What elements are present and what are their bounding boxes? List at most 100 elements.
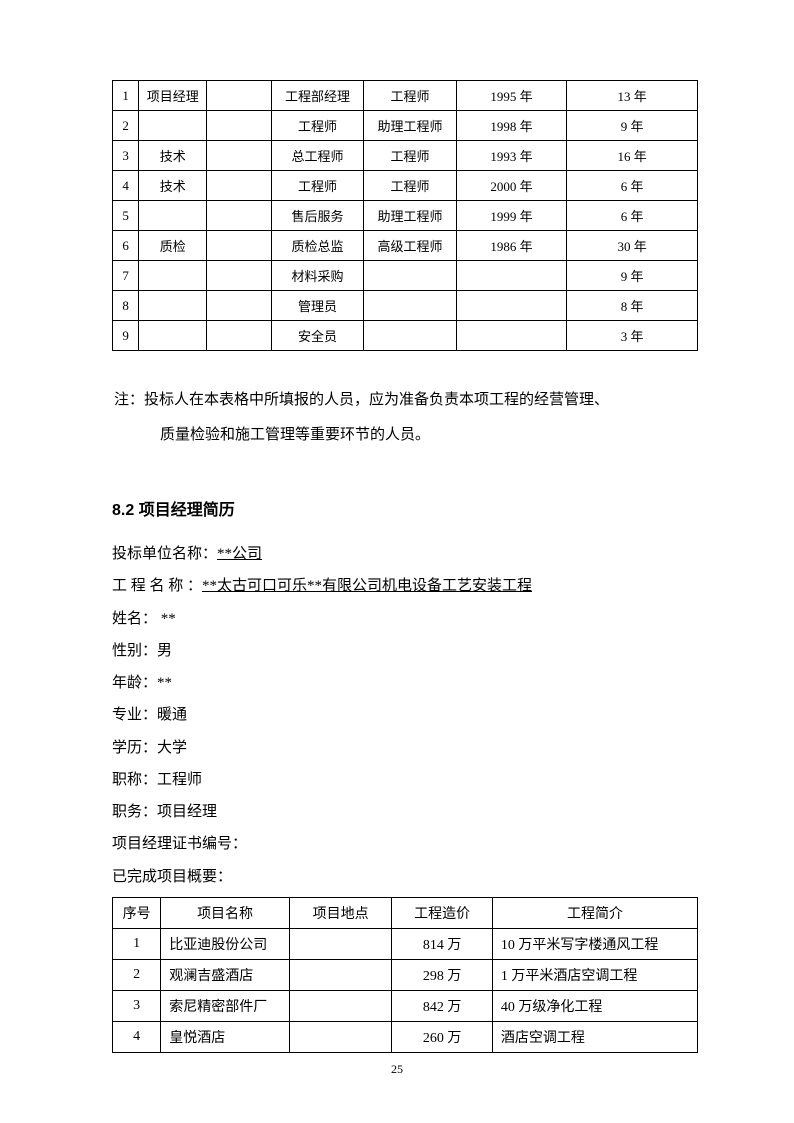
table-cell: 1998 年 [456,111,567,141]
table-cell: 6 年 [567,171,698,201]
table-cell: 管理员 [271,291,363,321]
table-cell: 6 [113,231,139,261]
table-cell: 1993 年 [456,141,567,171]
table-cell: 质检 [139,231,207,261]
table-cell: 10 万平米写字楼通风工程 [492,928,697,959]
table-cell: 酒店空调工程 [492,1021,697,1052]
table-cell: 工程师 [364,81,456,111]
table-cell [139,321,207,351]
table-row: 2工程师助理工程师1998 年9 年 [113,111,698,141]
header-cost: 工程造价 [392,897,493,928]
table-cell: 2 [113,959,161,990]
table-cell: 1986 年 [456,231,567,261]
projects-table: 序号 项目名称 项目地点 工程造价 工程简介 1比亚迪股份公司814 万10 万… [112,897,698,1053]
header-loc: 项目地点 [289,897,392,928]
title-line: 职称：工程师 [112,764,698,796]
table-cell: 3 [113,990,161,1021]
table-row: 8 管理员 8 年 [113,291,698,321]
table-cell [207,321,271,351]
table-cell: 助理工程师 [364,201,456,231]
table-row: 1比亚迪股份公司814 万10 万平米写字楼通风工程 [113,928,698,959]
table-cell: 9 年 [567,261,698,291]
table-cell [207,81,271,111]
name-line: 姓名： ** [112,603,698,635]
table-cell: 13 年 [567,81,698,111]
table-cell: 工程师 [271,111,363,141]
table-row: 1项目经理 工程部经理工程师1995 年13 年 [113,81,698,111]
note-line2: 质量检验和施工管理等重要环节的人员。 [114,418,698,453]
table-cell [364,321,456,351]
table-cell: 1 万平米酒店空调工程 [492,959,697,990]
table-cell: 索尼精密部件厂 [161,990,290,1021]
table-cell: 842 万 [392,990,493,1021]
table-cell: 1995 年 [456,81,567,111]
project-line: 工 程 名 称 ：**太古可口可乐**有限公司机电设备工艺安装工程 [112,570,698,602]
table-cell: 260 万 [392,1021,493,1052]
table-note: 注：投标人在本表格中所填报的人员，应为准备负责本项工程的经营管理、 质量检验和施… [112,383,698,452]
projects-header-row: 序号 项目名称 项目地点 工程造价 工程简介 [113,897,698,928]
table-cell [207,201,271,231]
table-row: 7材料采购9 年 [113,261,698,291]
header-desc: 工程简介 [492,897,697,928]
table-cell [139,201,207,231]
table-cell: 2000 年 [456,171,567,201]
table-cell: 8 年 [567,291,698,321]
table-cell [139,111,207,141]
table-cell: 观澜吉盛酒店 [161,959,290,990]
table-cell: 材料采购 [271,261,363,291]
position-line: 职务：项目经理 [112,796,698,828]
table-cell: 总工程师 [271,141,363,171]
table-cell: 3 [113,141,139,171]
table-row: 3索尼精密部件厂 842 万40 万级净化工程 [113,990,698,1021]
table-cell: 安全员 [271,321,363,351]
header-idx: 序号 [113,897,161,928]
major-line: 专业：暖通 [112,699,698,731]
table-cell [207,291,271,321]
personnel-table: 1项目经理工程部经理工程师1995 年13 年2工程师助理工程师1998 年9 … [112,80,698,351]
table-cell: 298 万 [392,959,493,990]
page-number: 25 [0,1062,794,1077]
table-cell: 项目经理 [139,81,207,111]
table-cell [207,141,271,171]
table-cell: 工程师 [271,171,363,201]
table-cell: 工程师 [364,171,456,201]
table-cell: 40 万级净化工程 [492,990,697,1021]
table-cell: 9 年 [567,111,698,141]
table-cell: 4 [113,1021,161,1052]
table-cell: 1 [113,81,139,111]
company-value: **公司 [217,546,262,562]
table-cell: 高级工程师 [364,231,456,261]
table-cell [289,990,392,1021]
table-cell [289,1021,392,1052]
table-cell [456,291,567,321]
section-title: 8.2 项目经理简历 [112,496,698,520]
table-cell [207,171,271,201]
table-cell: 技术 [139,141,207,171]
table-cell: 4 [113,171,139,201]
table-cell [139,261,207,291]
education-line: 学历：大学 [112,732,698,764]
table-cell [207,111,271,141]
table-cell: 5 [113,201,139,231]
table-cell: 6 年 [567,201,698,231]
project-label: 工 程 名 称 ： [112,578,202,594]
table-cell: 工程部经理 [271,81,363,111]
table-row: 9安全员3 年 [113,321,698,351]
table-cell: 售后服务 [271,201,363,231]
table-cell: 技术 [139,171,207,201]
table-row: 5 售后服务助理工程师1999 年6 年 [113,201,698,231]
table-row: 2观澜吉盛酒店 298 万1 万平米酒店空调工程 [113,959,698,990]
table-cell: 比亚迪股份公司 [161,928,290,959]
company-line: 投标单位名称：**公司 [112,538,698,570]
table-cell [364,261,456,291]
table-cell [289,959,392,990]
table-cell [207,231,271,261]
table-cell: 3 年 [567,321,698,351]
table-row: 4技术工程师工程师2000 年6 年 [113,171,698,201]
table-cell: 8 [113,291,139,321]
age-line: 年龄：** [112,667,698,699]
completed-line: 已完成项目概要： [112,861,698,893]
table-cell: 1999 年 [456,201,567,231]
table-cell [289,928,392,959]
table-cell [456,261,567,291]
